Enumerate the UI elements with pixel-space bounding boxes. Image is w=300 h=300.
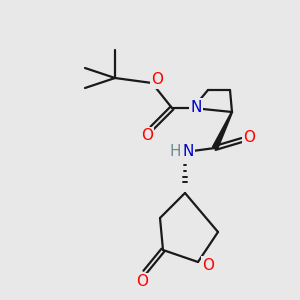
Text: N: N bbox=[182, 143, 194, 158]
Text: H: H bbox=[169, 143, 181, 158]
Polygon shape bbox=[212, 112, 232, 149]
Text: O: O bbox=[243, 130, 255, 145]
Text: O: O bbox=[141, 128, 153, 143]
Text: N: N bbox=[190, 100, 202, 115]
Text: O: O bbox=[151, 73, 163, 88]
Text: O: O bbox=[202, 257, 214, 272]
Text: O: O bbox=[136, 274, 148, 290]
